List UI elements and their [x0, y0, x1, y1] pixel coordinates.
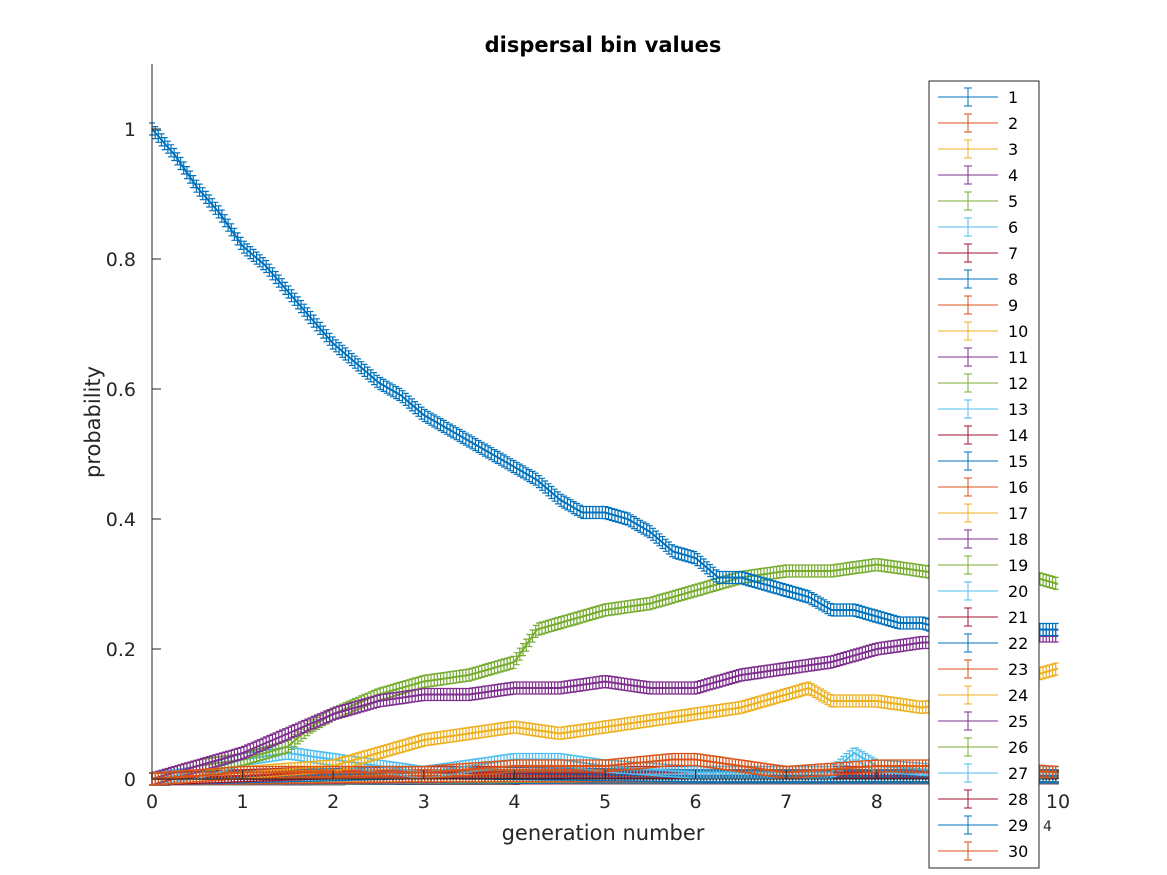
- legend-label: 30: [1008, 842, 1028, 861]
- legend-label: 27: [1008, 764, 1028, 783]
- legend-label: 22: [1008, 634, 1028, 653]
- legend-item: 30: [938, 841, 1028, 861]
- legend-item: 28: [938, 789, 1028, 809]
- plot-area: [152, 64, 1058, 779]
- legend-item: 15: [938, 451, 1028, 471]
- y-tick-label: 0.2: [106, 639, 136, 661]
- legend-label: 20: [1008, 582, 1028, 601]
- legend-label: 24: [1008, 686, 1028, 705]
- legend-item: 22: [938, 633, 1028, 653]
- y-axis-label: probability: [81, 366, 105, 478]
- chart-title: dispersal bin values: [485, 33, 722, 57]
- legend-item: 18: [938, 529, 1028, 549]
- y-tick-label: 0.6: [106, 379, 136, 401]
- legend-label: 17: [1008, 504, 1028, 523]
- x-tick-label: 2: [327, 791, 339, 813]
- x-tick-label: 7: [780, 791, 792, 813]
- legend-item: 21: [938, 607, 1028, 627]
- legend-item: 13: [938, 399, 1028, 419]
- legend-label: 5: [1008, 192, 1018, 211]
- legend-item: 1: [938, 87, 1018, 107]
- legend-item: 11: [938, 347, 1028, 367]
- legend-label: 6: [1008, 218, 1018, 237]
- legend-label: 2: [1008, 114, 1018, 133]
- legend-label: 3: [1008, 140, 1018, 159]
- y-tick-label: 0.8: [106, 249, 136, 271]
- legend-label: 13: [1008, 400, 1028, 419]
- legend-item: 14: [938, 425, 1028, 445]
- x-tick-label: 3: [418, 791, 430, 813]
- legend-item: 25: [938, 711, 1028, 731]
- legend-box: [928, 80, 1040, 869]
- legend-item: 17: [938, 503, 1028, 523]
- legend-item: 7: [938, 243, 1018, 263]
- legend-item: 24: [938, 685, 1028, 705]
- legend-label: 4: [1008, 166, 1018, 185]
- legend-label: 25: [1008, 712, 1028, 731]
- legend-item: 3: [938, 139, 1018, 159]
- legend-label: 28: [1008, 790, 1028, 809]
- legend-item: 6: [938, 217, 1018, 237]
- y-tick-label: 1: [124, 119, 136, 141]
- x-tick-label: 6: [690, 791, 702, 813]
- legend-item: 5: [938, 191, 1018, 211]
- x-axis-exponent: 4: [1043, 819, 1052, 835]
- legend-label: 18: [1008, 530, 1028, 549]
- legend-label: 12: [1008, 374, 1028, 393]
- series-3-line: [151, 667, 1059, 780]
- legend-item: 23: [938, 659, 1028, 679]
- legend-item: 4: [938, 165, 1018, 185]
- legend-item: 29: [938, 815, 1028, 835]
- legend-item: 20: [938, 581, 1028, 601]
- legend-label: 15: [1008, 452, 1028, 471]
- series-5-line: [151, 563, 1059, 780]
- y-tick-label: 0: [124, 769, 136, 791]
- legend-item: 19: [938, 555, 1028, 575]
- legend-label: 16: [1008, 478, 1028, 497]
- x-tick-label: 8: [871, 791, 883, 813]
- x-tick-label: 10: [1046, 791, 1070, 813]
- series-1-line: [151, 128, 1058, 631]
- y-tick-label: 0.4: [106, 509, 136, 531]
- legend: 1234567891011121314151617181920212223242…: [928, 80, 1040, 869]
- x-axis-label: generation number: [502, 821, 705, 845]
- legend-item: 9: [938, 295, 1018, 315]
- legend-label: 10: [1008, 322, 1028, 341]
- legend-item: 26: [938, 737, 1028, 757]
- legend-label: 19: [1008, 556, 1028, 575]
- x-tick-label: 0: [146, 791, 158, 813]
- legend-label: 29: [1008, 816, 1028, 835]
- legend-item: 16: [938, 477, 1028, 497]
- legend-label: 8: [1008, 270, 1018, 289]
- legend-item: 27: [938, 763, 1028, 783]
- legend-label: 21: [1008, 608, 1028, 627]
- legend-label: 11: [1008, 348, 1028, 367]
- plot-background: [152, 64, 1058, 779]
- x-tick-label: 4: [508, 791, 520, 813]
- legend-label: 26: [1008, 738, 1028, 757]
- legend-label: 14: [1008, 426, 1028, 445]
- x-tick-label: 5: [599, 791, 611, 813]
- legend-item: 10: [938, 321, 1028, 341]
- series-2-line: [151, 758, 1059, 780]
- legend-label: 23: [1008, 660, 1028, 679]
- legend-label: 7: [1008, 244, 1018, 263]
- legend-item: 2: [938, 113, 1018, 133]
- legend-item: 8: [938, 269, 1018, 289]
- series-4-line: [151, 635, 1058, 780]
- legend-item: 12: [938, 373, 1028, 393]
- legend-label: 1: [1008, 88, 1018, 107]
- x-tick-label: 1: [237, 791, 249, 813]
- legend-label: 9: [1008, 296, 1018, 315]
